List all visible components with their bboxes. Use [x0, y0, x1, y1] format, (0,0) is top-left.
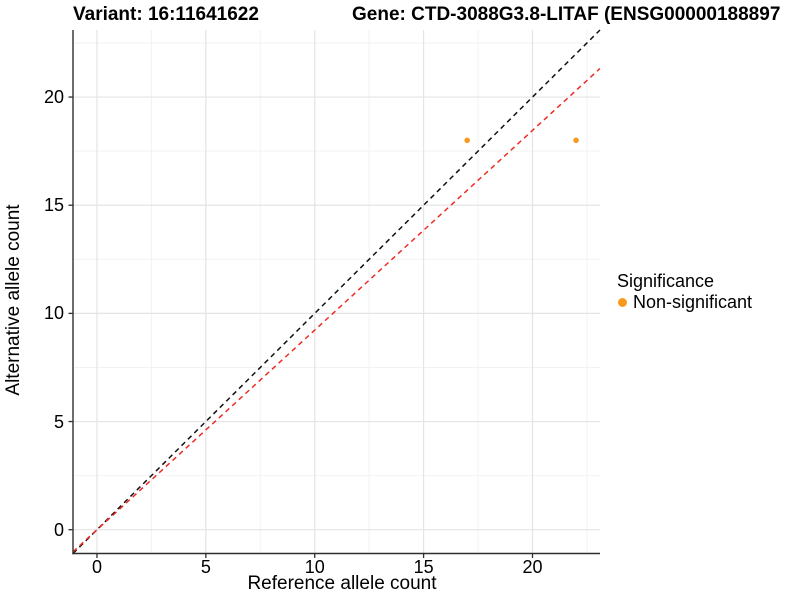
y-tick-label: 0	[53, 519, 64, 540]
legend-title: Significance	[617, 271, 715, 291]
plot-title-variant: Variant: 16:11641622	[73, 4, 259, 25]
legend-point-icon	[618, 297, 627, 307]
y-tick-label: 5	[53, 411, 64, 432]
x-axis-title: Reference allele count	[247, 573, 437, 594]
legend-item-non-significant: Non-significant	[617, 292, 752, 312]
y-axis-title-text: Alternative allele count	[3, 204, 24, 396]
allelic-ratio-line	[72, 67, 601, 553]
data-point	[464, 137, 470, 144]
y-tick-label: 10	[43, 303, 64, 324]
data-point	[573, 137, 579, 144]
plot-title-gene: Gene: CTD-3088G3.8-LITAF (ENSG0000018889…	[352, 4, 781, 25]
legend-item-label: Non-significant	[633, 292, 753, 312]
x-tick-label: 0	[91, 557, 102, 577]
y-tick-label: 20	[43, 87, 64, 108]
x-tick-label: 15	[413, 557, 434, 577]
identity-line	[72, 29, 601, 555]
x-tick-label: 10	[304, 557, 325, 577]
legend: Significance Non-significant	[617, 271, 752, 312]
x-tick-label: 5	[200, 557, 211, 577]
x-tick-label: 20	[522, 557, 543, 577]
y-tick-label: 15	[43, 195, 64, 216]
